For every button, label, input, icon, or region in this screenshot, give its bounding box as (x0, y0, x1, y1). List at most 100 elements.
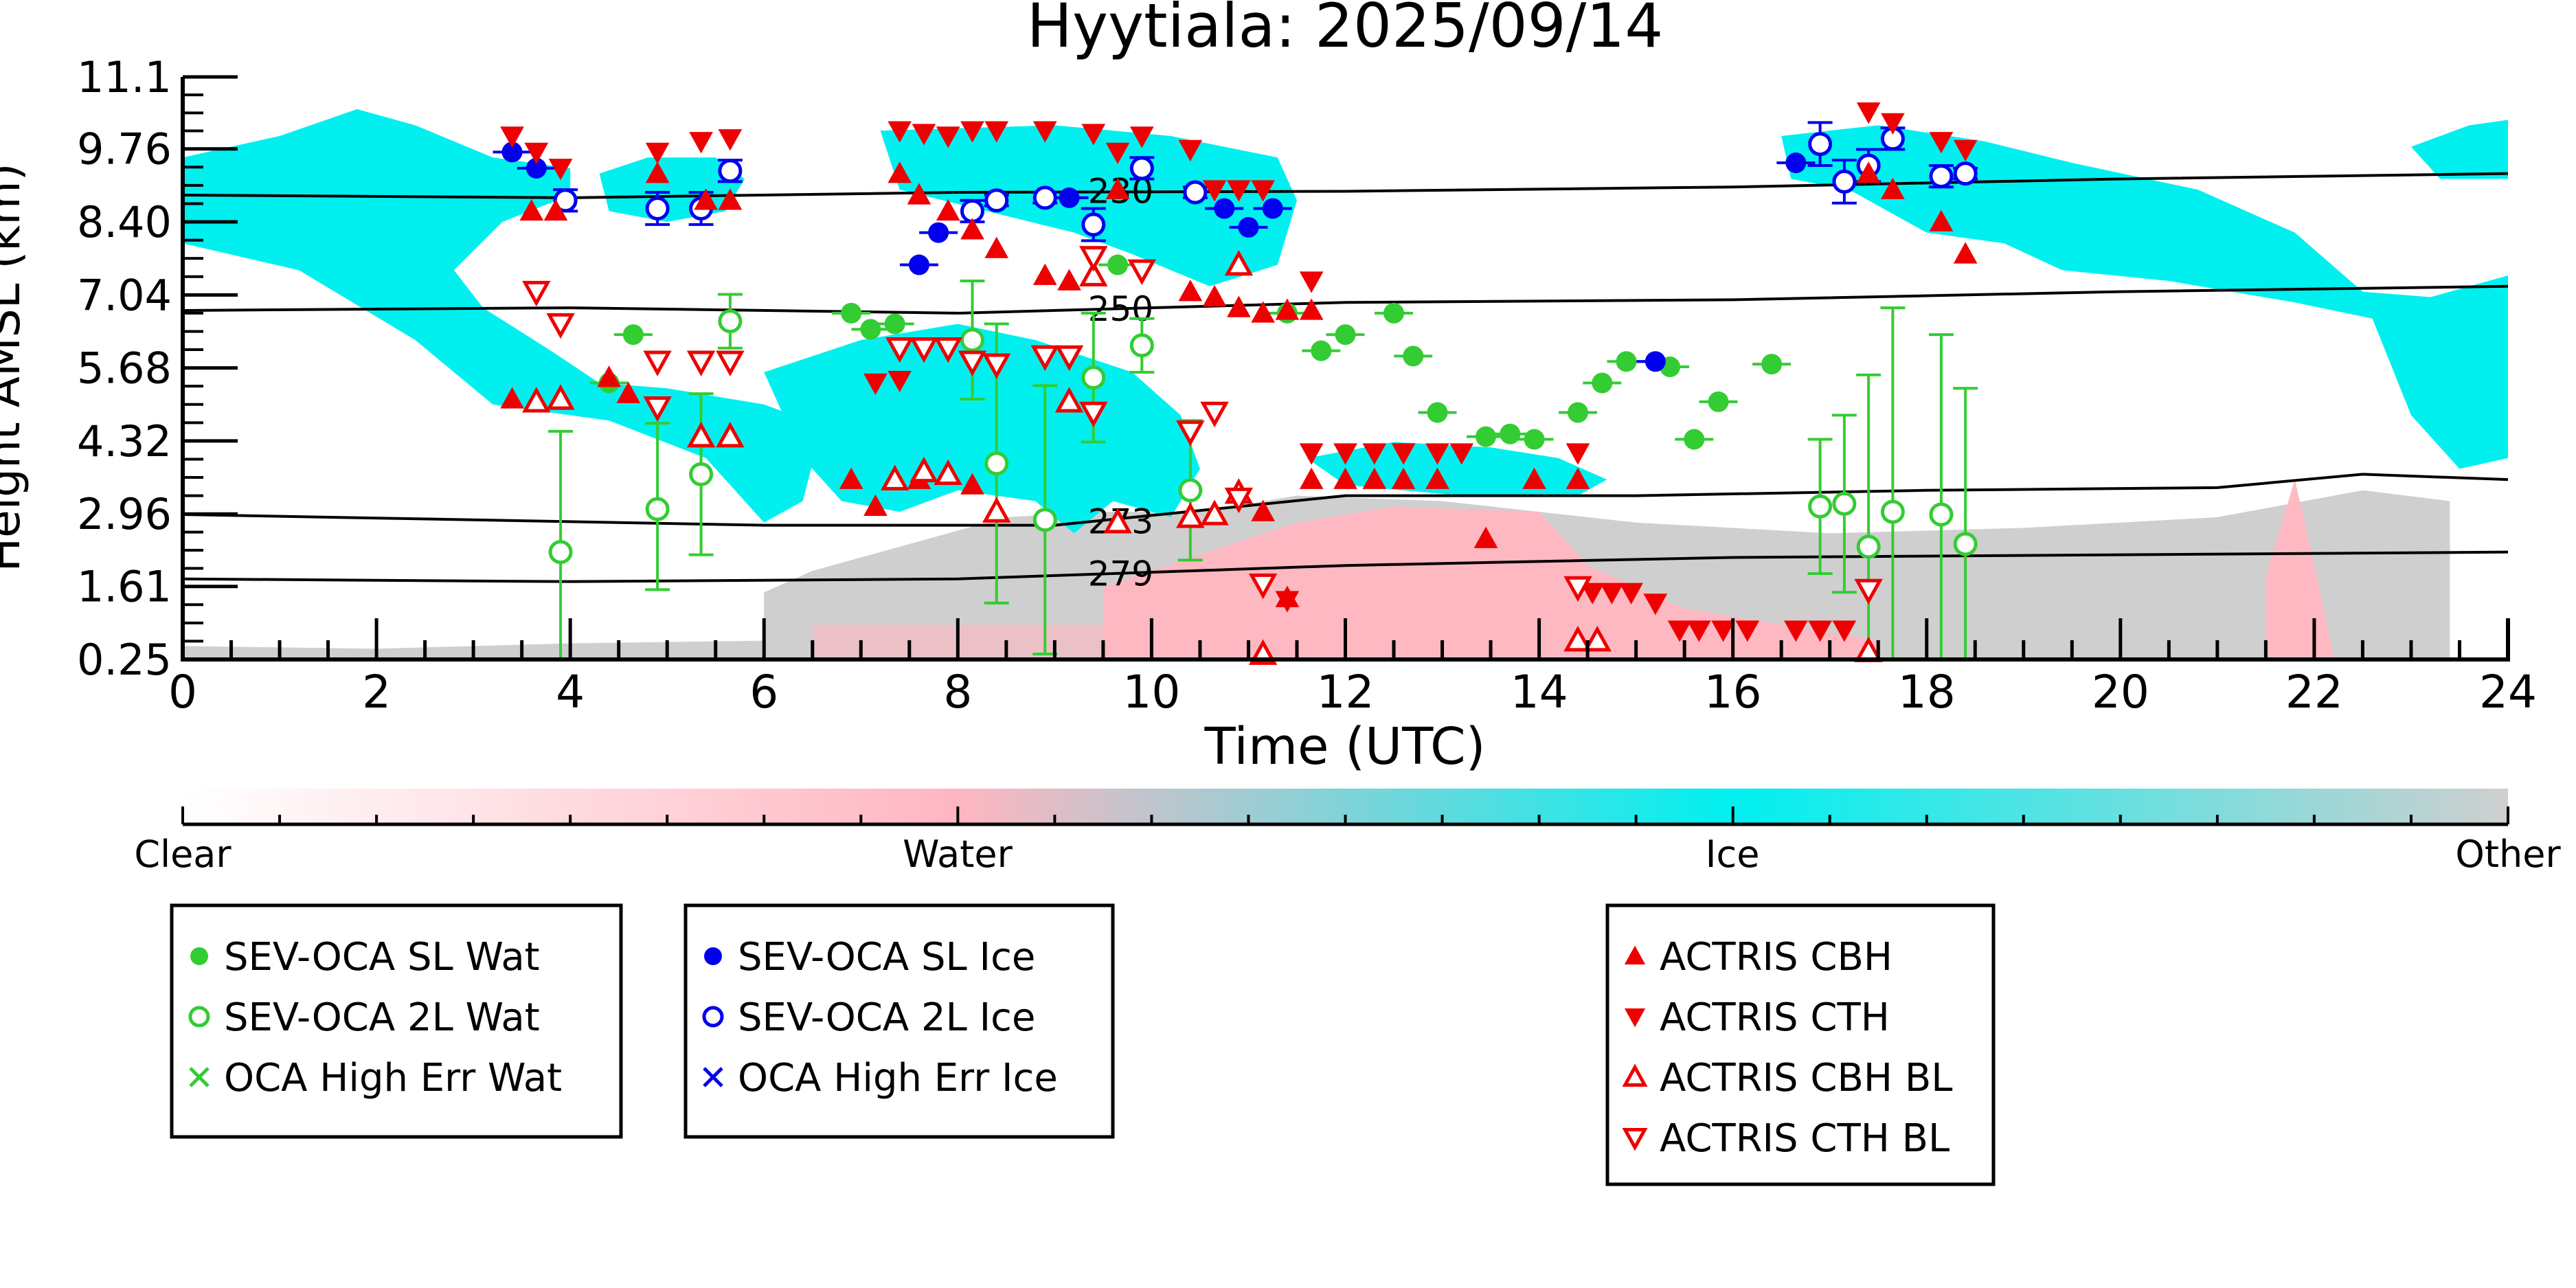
y-tick-label: 5.68 (77, 343, 172, 394)
sev-oca-2l-wat-point (718, 309, 743, 334)
actris-cbh-bl-point (982, 497, 1011, 523)
actris-cth-point (888, 121, 912, 143)
y-axis-label: Height AMSL (km) (0, 163, 30, 572)
actris-cth-point (1362, 443, 1387, 465)
actris-cth-bl-point (643, 396, 672, 422)
actris-cth-point (1643, 594, 1668, 615)
actris-cth-point (1032, 121, 1057, 143)
actris-cth-point (718, 129, 743, 151)
actris-cth-point (936, 126, 960, 148)
x-tick-label: 0 (168, 666, 197, 719)
legend: SEV-OCA SL Wat SEV-OCA 2L Wat OCA High Err… (170, 903, 1996, 1186)
sev-oca-2l-ice-point (984, 188, 1009, 213)
legend-marker-actris-cbh (1624, 945, 1646, 964)
actris-cbh-point (1202, 284, 1227, 307)
legend-marker-sev-oca-sl-wat (190, 947, 208, 965)
sev-oca-2l-ice-point (1929, 164, 1954, 189)
actris-cbh-point (960, 218, 984, 240)
x-tick-label: 8 (943, 666, 972, 719)
actris-cbh-point (1057, 269, 1081, 291)
x-tick-label: 24 (2479, 666, 2537, 719)
actris-cth-bl-point (1127, 259, 1157, 286)
actris-cth-point (1856, 102, 1881, 124)
water-region (1103, 506, 1879, 657)
sev-oca-sl-ice-point (908, 254, 929, 275)
actris-cbh-bl-point (1563, 625, 1592, 652)
legend-marker-oca-high-err-ice (703, 1067, 723, 1087)
sev-oca-2l-ice-point (1808, 132, 1833, 157)
sev-oca-sl-wat-point (1500, 423, 1521, 444)
sev-oca-sl-wat-point (1592, 372, 1613, 394)
actris-cth-bl-point (982, 353, 1011, 379)
sev-oca-sl-ice-point (1785, 152, 1807, 174)
colorbar-label-ice: Ice (1706, 833, 1760, 876)
actris-cbh-bl-point (1200, 499, 1229, 526)
actris-cth-point (1881, 113, 1905, 135)
actris-cbh-bl-point (1176, 502, 1205, 528)
actris-cbh-bl-point (1054, 387, 1084, 413)
actris-cbh-point (694, 188, 718, 210)
actris-cbh-point (616, 381, 641, 403)
actris-cth-point (1333, 443, 1357, 465)
isotherm-250 (183, 284, 2508, 315)
legend-box (170, 903, 623, 1139)
legend-label-sev-oca-sl-wat: SEV-OCA SL Wat (224, 935, 540, 980)
sev-oca-2l-wat-point (1081, 365, 1106, 390)
actris-cbh-bl-point (716, 422, 745, 448)
y-tick-label: 1.61 (77, 562, 172, 612)
actris-cbh-point (1178, 280, 1203, 302)
x-tick-label: 18 (1898, 666, 1956, 719)
sev-oca-2l-ice-point (645, 196, 670, 221)
actris-cbh-bl-point (1583, 625, 1612, 652)
actris-cth-point (1391, 443, 1416, 465)
x-tick-label: 16 (1704, 666, 1762, 719)
actris-cth-point (912, 124, 936, 146)
ice-region (1781, 125, 2508, 469)
legend-marker-oca-high-err-wat (189, 1067, 210, 1087)
actris-cth-bl-point (885, 337, 914, 363)
actris-cth-point (1105, 142, 1130, 164)
actris-cth-point (1178, 139, 1203, 162)
actris-cbh-point (1299, 298, 1324, 320)
actris-cbh-bl-point (1103, 508, 1132, 534)
actris-cbh-point (543, 199, 568, 221)
sev-oca-2l-wat-point (1178, 478, 1203, 503)
colorbar-label-water: Water (903, 833, 1013, 876)
actris-cth-point (863, 373, 888, 396)
actris-cth-point (524, 142, 549, 164)
actris-cth-point (1566, 443, 1590, 465)
actris-cth-bl-point (1176, 420, 1205, 447)
sev-oca-sl-wat-point (1476, 426, 1497, 447)
actris-cth-bl-point (546, 313, 575, 339)
actris-cbh-point (863, 494, 888, 516)
legend-marker-sev-oca-sl-ice (704, 947, 722, 965)
actris-cth-point (1929, 132, 1954, 154)
isotherm-lines: 230250273279 (183, 172, 2508, 594)
actris-cth-point (960, 121, 984, 143)
actris-cbh-bl-point (1079, 260, 1108, 286)
actris-cth-point (1227, 180, 1251, 202)
actris-cth-point (645, 142, 670, 164)
sev-oca-2l-ice-point (1953, 161, 1978, 186)
sev-oca-sl-ice-point (1645, 351, 1666, 372)
sev-oca-2l-ice-point (718, 159, 743, 183)
actris-cth-point (1832, 620, 1857, 642)
actris-cth-point (1129, 126, 1154, 148)
sev-oca-sl-wat-point (884, 313, 905, 335)
x-tick-label: 2 (362, 666, 391, 719)
actris-cth-bl-point (522, 280, 551, 307)
actris-cbh-point (1227, 295, 1251, 317)
actris-cth-point (1808, 620, 1832, 642)
legend-label-oca-high-err-wat: OCA High Err Wat (224, 1056, 562, 1100)
sev-oca-2l-wat-point (1832, 491, 1857, 516)
actris-cth-point (1202, 180, 1227, 202)
chart-title: Hyytiala: 2025/09/14 (1027, 0, 1663, 61)
actris-cbh-point (1881, 177, 1905, 199)
legend-marker-actris-cbh-bl (1622, 1063, 1648, 1087)
actris-cth-point (500, 126, 524, 148)
actris-cth-bl-point (934, 337, 962, 363)
sev-oca-2l-wat-point (1032, 508, 1057, 532)
actris-cbh-point (1275, 298, 1300, 320)
isotherm-273 (183, 473, 2508, 527)
isotherm-279 (183, 550, 2508, 583)
